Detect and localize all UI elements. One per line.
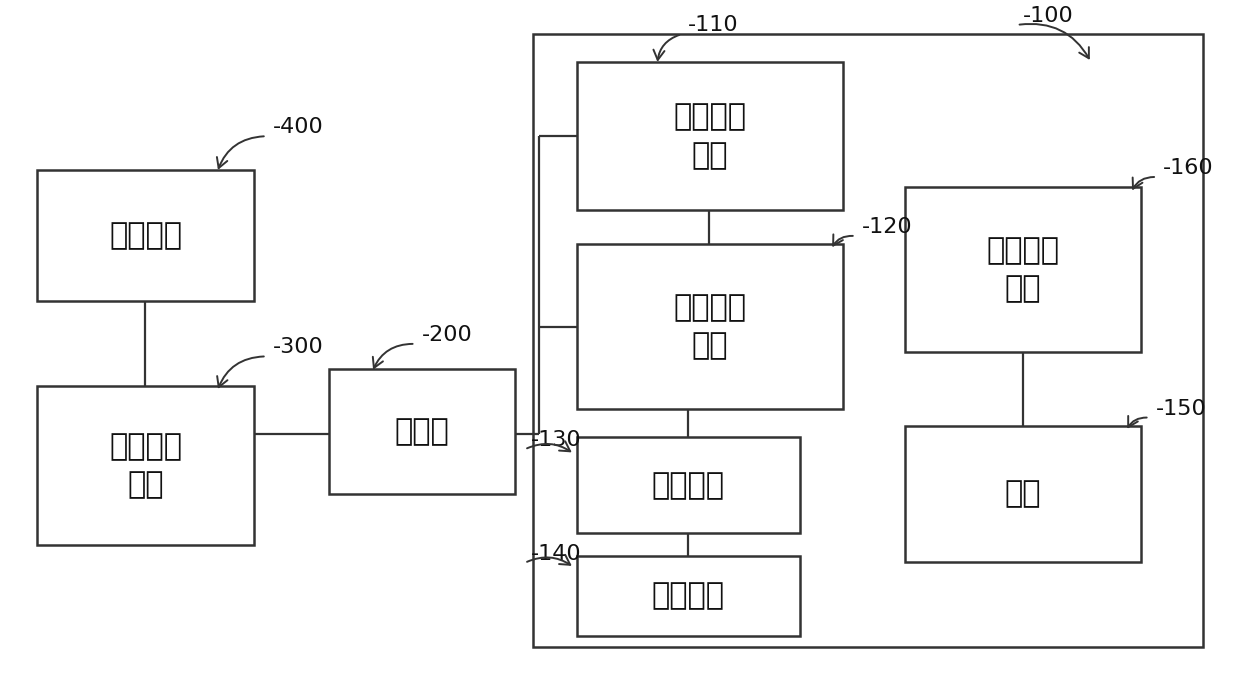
FancyArrowPatch shape (1132, 177, 1154, 189)
FancyArrowPatch shape (217, 136, 264, 168)
Text: 锁车装置: 锁车装置 (652, 582, 724, 610)
Bar (577, 244, 843, 409)
FancyArrowPatch shape (217, 356, 264, 387)
Text: -200: -200 (422, 325, 472, 345)
FancyArrowPatch shape (527, 555, 570, 565)
FancyArrowPatch shape (373, 344, 413, 368)
Text: 射频读写
设备: 射频读写 设备 (109, 432, 182, 499)
FancyArrowPatch shape (1128, 416, 1147, 427)
Text: -400: -400 (273, 117, 324, 137)
FancyArrowPatch shape (527, 441, 570, 452)
FancyArrowPatch shape (833, 234, 853, 246)
Text: -150: -150 (1156, 398, 1207, 419)
Bar (577, 556, 800, 635)
FancyArrowPatch shape (1019, 24, 1089, 59)
Bar (577, 63, 843, 210)
Bar (37, 386, 254, 545)
Bar (905, 187, 1141, 352)
Text: -140: -140 (531, 544, 582, 564)
FancyArrowPatch shape (653, 35, 680, 60)
Bar (533, 34, 1203, 647)
Text: 车锁开关: 车锁开关 (652, 471, 724, 500)
Text: -300: -300 (273, 337, 324, 358)
Text: -110: -110 (688, 15, 739, 35)
Text: 动能充电
模块: 动能充电 模块 (987, 236, 1059, 303)
Text: 车锁通信
模块: 车锁通信 模块 (673, 293, 746, 360)
Text: -120: -120 (862, 217, 913, 237)
Bar (905, 426, 1141, 562)
Text: -130: -130 (531, 430, 582, 450)
Text: 服务器: 服务器 (394, 417, 449, 446)
Text: 车锁通信
模块: 车锁通信 模块 (673, 103, 746, 170)
Text: 电子标签: 电子标签 (109, 221, 182, 250)
Text: -160: -160 (1163, 158, 1214, 178)
Bar (329, 369, 515, 494)
Bar (37, 170, 254, 301)
Text: 电池: 电池 (1004, 479, 1042, 508)
Text: -100: -100 (1023, 6, 1074, 26)
Bar (577, 437, 800, 533)
